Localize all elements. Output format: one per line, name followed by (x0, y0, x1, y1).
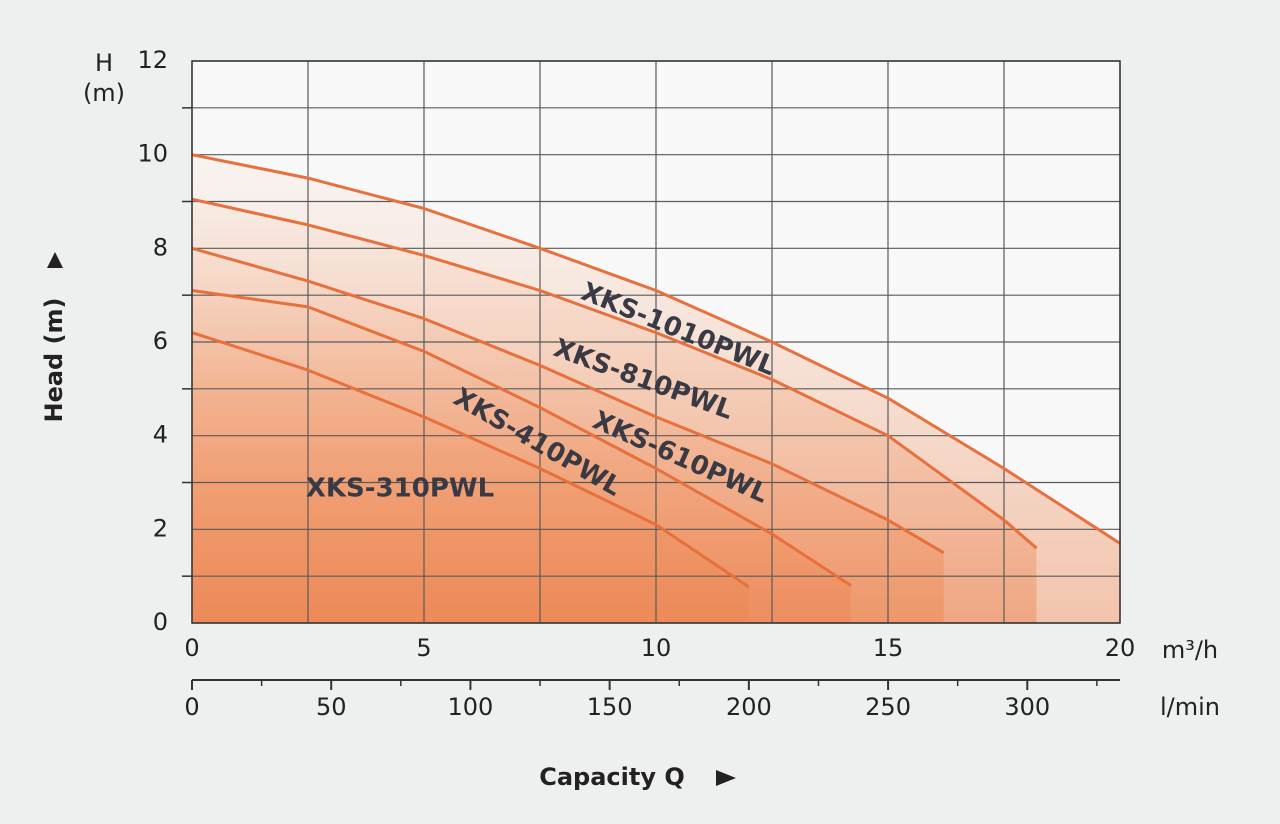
curve (191, 197, 1038, 550)
curve (191, 289, 852, 587)
y-tick-label: 4 (153, 421, 168, 449)
x2-tick-label: 250 (865, 693, 911, 721)
series-label: XKS-310PWL (306, 474, 494, 504)
x2-tick-label: 0 (184, 693, 199, 721)
area (192, 332, 749, 623)
y-tick-label: 6 (153, 327, 168, 355)
arrow (716, 770, 736, 786)
x2-unit: l/min (1160, 693, 1220, 721)
y-tick-label: 12 (137, 46, 168, 74)
x2-tick-label: 100 (448, 693, 494, 721)
y-tick-label: 8 (153, 233, 168, 261)
x-tick-label: 5 (416, 634, 431, 662)
x2-tick-label: 50 (316, 693, 347, 721)
curve (191, 246, 945, 555)
x-tick-label: 15 (873, 634, 904, 662)
x-tick-label: 0 (184, 634, 199, 662)
x2-tick-label: 300 (1004, 693, 1050, 721)
x2-tick-label: 150 (587, 693, 633, 721)
curve (191, 153, 1121, 545)
arrow (47, 252, 63, 268)
x-axis-title: Capacity Q (539, 763, 685, 791)
y-axis-title: Head (m) (40, 297, 68, 422)
x-unit: m³/h (1162, 636, 1218, 664)
y-tick-label: 10 (137, 140, 168, 168)
y-tick-label: 2 (153, 514, 168, 542)
y-unit-top: (m) (83, 79, 125, 107)
curve (191, 331, 750, 589)
plot-border (191, 60, 1121, 624)
x2-tick-label: 200 (726, 693, 772, 721)
x-tick-label: 20 (1105, 634, 1136, 662)
y-unit-top: H (95, 49, 113, 77)
y-tick-label: 0 (153, 608, 168, 636)
x-tick-label: 10 (641, 634, 672, 662)
